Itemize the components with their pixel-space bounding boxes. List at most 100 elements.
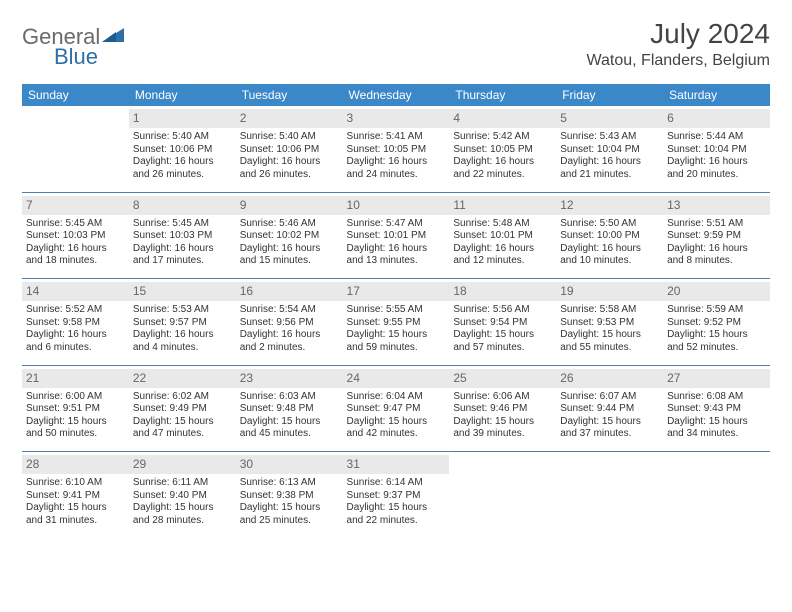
sunrise-label: Sunrise: 5:45 AM — [133, 218, 232, 231]
sunrise-label: Sunrise: 6:02 AM — [133, 391, 232, 404]
day-details: Sunrise: 5:56 AMSunset: 9:54 PMDaylight:… — [453, 304, 552, 354]
day-number: 5 — [556, 109, 663, 128]
daylight1-label: Daylight: 15 hours — [133, 416, 232, 429]
sunrise-label: Sunrise: 5:43 AM — [560, 131, 659, 144]
daylight1-label: Daylight: 15 hours — [347, 416, 446, 429]
daylight2-label: and 13 minutes. — [347, 255, 446, 268]
daylight2-label: and 12 minutes. — [453, 255, 552, 268]
day-details: Sunrise: 5:55 AMSunset: 9:55 PMDaylight:… — [347, 304, 446, 354]
day-cell: 31Sunrise: 6:14 AMSunset: 9:37 PMDayligh… — [343, 452, 450, 538]
sunset-label: Sunset: 9:54 PM — [453, 317, 552, 330]
day-number: 2 — [236, 109, 343, 128]
daylight2-label: and 25 minutes. — [240, 515, 339, 528]
daylight1-label: Daylight: 16 hours — [347, 156, 446, 169]
sunset-label: Sunset: 10:00 PM — [560, 230, 659, 243]
sunset-label: Sunset: 9:44 PM — [560, 403, 659, 416]
logo-triangle-icon — [102, 26, 126, 44]
day-number: 16 — [236, 282, 343, 301]
day-details: Sunrise: 6:06 AMSunset: 9:46 PMDaylight:… — [453, 391, 552, 441]
daylight2-label: and 26 minutes. — [133, 169, 232, 182]
daylight2-label: and 47 minutes. — [133, 428, 232, 441]
sunrise-label: Sunrise: 5:42 AM — [453, 131, 552, 144]
daylight1-label: Daylight: 15 hours — [240, 416, 339, 429]
sunrise-label: Sunrise: 6:07 AM — [560, 391, 659, 404]
day-details: Sunrise: 5:53 AMSunset: 9:57 PMDaylight:… — [133, 304, 232, 354]
day-number: 29 — [129, 455, 236, 474]
daylight2-label: and 28 minutes. — [133, 515, 232, 528]
daylight2-label: and 21 minutes. — [560, 169, 659, 182]
sunrise-label: Sunrise: 6:14 AM — [347, 477, 446, 490]
day-number: 30 — [236, 455, 343, 474]
daylight1-label: Daylight: 16 hours — [347, 243, 446, 256]
daylight2-label: and 57 minutes. — [453, 342, 552, 355]
sunrise-label: Sunrise: 5:58 AM — [560, 304, 659, 317]
day-number: 8 — [129, 196, 236, 215]
day-cell — [663, 452, 770, 538]
sunrise-label: Sunrise: 5:54 AM — [240, 304, 339, 317]
day-cell: 21Sunrise: 6:00 AMSunset: 9:51 PMDayligh… — [22, 366, 129, 452]
day-number: 28 — [22, 455, 129, 474]
daylight2-label: and 31 minutes. — [26, 515, 125, 528]
daylight1-label: Daylight: 15 hours — [667, 416, 766, 429]
day-details: Sunrise: 5:59 AMSunset: 9:52 PMDaylight:… — [667, 304, 766, 354]
daylight2-label: and 4 minutes. — [133, 342, 232, 355]
day-details: Sunrise: 5:52 AMSunset: 9:58 PMDaylight:… — [26, 304, 125, 354]
week-row: 14 Sunrise: 5:52 AMSunset: 9:58 PMDayligh… — [22, 279, 770, 365]
sunset-label: Sunset: 9:53 PM — [560, 317, 659, 330]
sunrise-label: Sunrise: 6:04 AM — [347, 391, 446, 404]
day-cell: 15Sunrise: 5:53 AMSunset: 9:57 PMDayligh… — [129, 279, 236, 365]
daylight2-label: and 26 minutes. — [240, 169, 339, 182]
daylight1-label: Daylight: 15 hours — [667, 329, 766, 342]
sunrise-label: Sunrise: 5:55 AM — [347, 304, 446, 317]
day-details: Sunrise: 6:13 AMSunset: 9:38 PMDaylight:… — [240, 477, 339, 527]
sunset-label: Sunset: 9:40 PM — [133, 490, 232, 503]
sunrise-label: Sunrise: 5:59 AM — [667, 304, 766, 317]
daylight2-label: and 10 minutes. — [560, 255, 659, 268]
daylight1-label: Daylight: 16 hours — [667, 243, 766, 256]
day-details: Sunrise: 6:02 AMSunset: 9:49 PMDaylight:… — [133, 391, 232, 441]
col-monday: Monday — [129, 84, 236, 106]
sunset-label: Sunset: 10:05 PM — [347, 144, 446, 157]
sunset-label: Sunset: 9:48 PM — [240, 403, 339, 416]
week-row: 1Sunrise: 5:40 AMSunset: 10:06 PMDayligh… — [22, 106, 770, 192]
daylight1-label: Daylight: 15 hours — [133, 502, 232, 515]
day-number: 18 — [449, 282, 556, 301]
sunrise-label: Sunrise: 6:03 AM — [240, 391, 339, 404]
week-row: 21Sunrise: 6:00 AMSunset: 9:51 PMDayligh… — [22, 366, 770, 452]
daylight1-label: Daylight: 16 hours — [560, 156, 659, 169]
day-number: 14 — [22, 282, 129, 301]
day-details: Sunrise: 6:08 AMSunset: 9:43 PMDaylight:… — [667, 391, 766, 441]
daylight2-label: and 22 minutes. — [453, 169, 552, 182]
sunrise-label: Sunrise: 6:00 AM — [26, 391, 125, 404]
daylight2-label: and 39 minutes. — [453, 428, 552, 441]
day-number: 22 — [129, 369, 236, 388]
daylight2-label: and 2 minutes. — [240, 342, 339, 355]
sunset-label: Sunset: 10:06 PM — [240, 144, 339, 157]
sunrise-label: Sunrise: 6:06 AM — [453, 391, 552, 404]
day-cell: 9Sunrise: 5:46 AMSunset: 10:02 PMDayligh… — [236, 193, 343, 279]
day-details: Sunrise: 5:44 AMSunset: 10:04 PMDaylight… — [667, 131, 766, 181]
sunrise-label: Sunrise: 5:51 AM — [667, 218, 766, 231]
day-details: Sunrise: 6:14 AMSunset: 9:37 PMDaylight:… — [347, 477, 446, 527]
day-number: 7 — [22, 196, 129, 215]
day-details: Sunrise: 5:51 AMSunset: 9:59 PMDaylight:… — [667, 218, 766, 268]
sunset-label: Sunset: 10:05 PM — [453, 144, 552, 157]
day-cell: 27Sunrise: 6:08 AMSunset: 9:43 PMDayligh… — [663, 366, 770, 452]
sunrise-label: Sunrise: 5:46 AM — [240, 218, 339, 231]
day-cell: 6Sunrise: 5:44 AMSunset: 10:04 PMDayligh… — [663, 106, 770, 192]
sunrise-label: Sunrise: 6:08 AM — [667, 391, 766, 404]
daylight2-label: and 17 minutes. — [133, 255, 232, 268]
day-cell: 30 Sunrise: 6:13 AMSunset: 9:38 PMDayligh… — [236, 452, 343, 538]
day-number: 13 — [663, 196, 770, 215]
sunset-label: Sunset: 9:46 PM — [453, 403, 552, 416]
sunrise-label: Sunrise: 5:40 AM — [240, 131, 339, 144]
daylight1-label: Daylight: 16 hours — [26, 329, 125, 342]
day-cell: 12Sunrise: 5:50 AMSunset: 10:00 PMDaylig… — [556, 193, 663, 279]
daylight1-label: Daylight: 15 hours — [26, 416, 125, 429]
day-details: Sunrise: 5:48 AMSunset: 10:01 PMDaylight… — [453, 218, 552, 268]
daylight2-label: and 45 minutes. — [240, 428, 339, 441]
sunset-label: Sunset: 9:38 PM — [240, 490, 339, 503]
sunset-label: Sunset: 9:56 PM — [240, 317, 339, 330]
sunset-label: Sunset: 9:49 PM — [133, 403, 232, 416]
day-cell: 7Sunrise: 5:45 AMSunset: 10:03 PMDayligh… — [22, 193, 129, 279]
